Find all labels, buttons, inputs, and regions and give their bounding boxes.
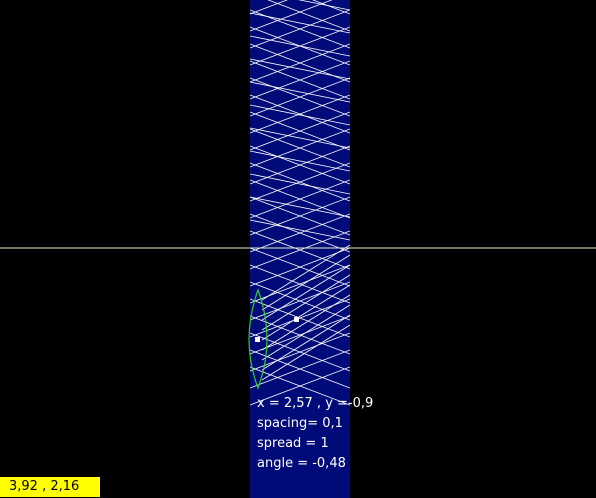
ray-line (250, 349, 350, 389)
ray-line (250, 264, 350, 304)
ray-line (250, 77, 350, 117)
ray-line (250, 128, 350, 168)
ray-line (261, 264, 350, 321)
ray-line (261, 284, 350, 341)
ray-line (250, 104, 350, 126)
ray-line (250, 127, 350, 149)
ray-line (250, 94, 350, 134)
spacing-readout: spacing= 0,1 (257, 416, 343, 431)
ray-lines (250, 0, 350, 406)
ray-line (261, 274, 350, 331)
ray-line (250, 150, 350, 172)
direction-handle[interactable] (294, 317, 299, 322)
ray-line (261, 324, 350, 381)
ray-line (261, 314, 350, 371)
ray-line (250, 58, 350, 80)
ray-line (267, 0, 350, 32)
ray-line (250, 366, 350, 406)
ray-line (297, 0, 350, 11)
ray-line (250, 145, 350, 185)
ray-line (250, 196, 350, 236)
ray-line (250, 0, 288, 15)
position-readout: x = 2,57 , y =-0,9 (257, 396, 374, 411)
ray-line (250, 298, 350, 338)
ray-line (250, 315, 350, 355)
ray-line (250, 162, 350, 202)
ray-line (250, 247, 350, 287)
ray-line (250, 12, 350, 34)
angle-readout: angle = -0,48 (257, 456, 346, 471)
cursor-coordinates: 3,92 , 2,16 (0, 477, 100, 497)
lens-outline[interactable] (248, 288, 268, 390)
ray-line (250, 173, 350, 195)
ray-line (250, 60, 350, 100)
ray-line (261, 254, 350, 311)
ray-line (261, 294, 350, 351)
ray-line (250, 213, 350, 253)
ray-line (250, 230, 350, 270)
ray-line (250, 35, 350, 57)
ray-line (261, 244, 350, 301)
lens-handle[interactable] (255, 337, 260, 342)
ray-line (261, 304, 350, 361)
spread-readout: spread = 1 (257, 436, 329, 451)
ray-band (250, 0, 350, 498)
ray-line (250, 219, 350, 241)
ray-line (250, 281, 350, 321)
ray-line (250, 81, 350, 103)
ray-line (312, 0, 350, 15)
ray-line (250, 179, 350, 219)
ray-line (250, 196, 350, 218)
ray-line (250, 111, 350, 151)
